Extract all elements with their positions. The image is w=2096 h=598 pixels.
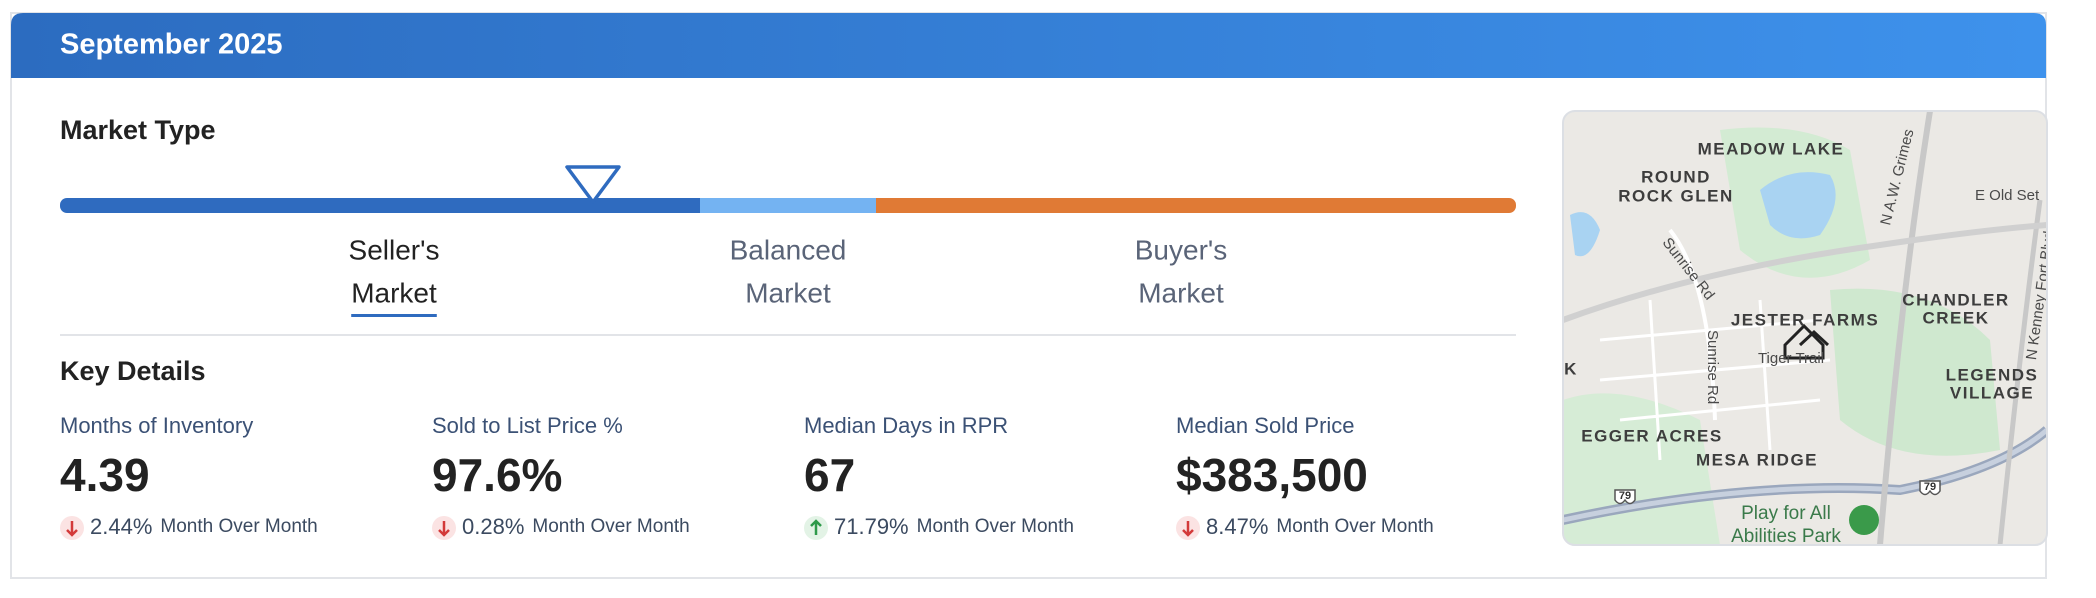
change-period: Month Over Month (1276, 516, 1433, 537)
map-label: ROUND (1641, 167, 1711, 186)
map-label: VILLAGE (1950, 383, 2034, 402)
header-title: September 2025 (60, 29, 282, 61)
change-period: Month Over Month (160, 516, 317, 537)
map-home-icon (1783, 323, 1830, 360)
map-park (1830, 288, 2000, 456)
map-road (1668, 228, 1717, 421)
change-value: 0.28% (462, 514, 524, 539)
map-label: K (1564, 359, 1578, 378)
metric-label: Months of Inventory (60, 413, 253, 438)
map-label: MESA RIDGE (1696, 450, 1818, 469)
scale-segment (680, 198, 700, 213)
map-shield (1919, 480, 1941, 496)
map-label: CHANDLER (1902, 290, 2009, 309)
market-indicator (565, 165, 621, 204)
change-value: 2.44% (90, 514, 152, 539)
change-value: 8.47% (1206, 514, 1268, 539)
map-road (1997, 199, 2043, 545)
map-label: CREEK (1922, 308, 1989, 327)
map-street (1599, 299, 1831, 461)
map-label: E Old Set (1975, 187, 2040, 204)
active-underline (351, 314, 437, 317)
metric-value: 67 (804, 449, 855, 501)
metric-value: 97.6% (432, 449, 562, 501)
map-lake (1760, 172, 1836, 239)
map-label: ROCK GLEN (1618, 186, 1734, 205)
map-label: MEADOW LAKE (1698, 139, 1845, 158)
map-label: Tiger Trail (1758, 350, 1824, 367)
map-label: Play for All (1741, 503, 1831, 524)
change-arrow (438, 521, 450, 537)
map-highway (1563, 428, 2047, 523)
scale-segment (700, 198, 876, 213)
section-title: Market Type (60, 115, 216, 145)
key-details: Months of Inventory 4.39 2.44% Month Over M… (60, 413, 1434, 540)
metric-value: 4.39 (60, 449, 150, 501)
metric-label: Median Sold Price (1176, 413, 1355, 438)
metric-label: Sold to List Price % (432, 413, 623, 438)
map-label: 79 (1619, 490, 1631, 502)
map: MEADOW LAKE ROUND ROCK GLEN CHANDLER CRE… (1563, 111, 2047, 547)
map-label: EGGER ACRES (1581, 426, 1723, 445)
scale-label: Market (351, 277, 437, 308)
map-label: JESTER FARMS (1731, 310, 1879, 329)
map-road (1563, 222, 2047, 323)
scale-label: Buyer's (1135, 234, 1228, 265)
section-title: Key Details (60, 356, 206, 386)
header-bar (11, 13, 2046, 78)
change-arrow (810, 519, 822, 535)
map-frame (1562, 110, 2048, 546)
change-period: Month Over Month (917, 516, 1074, 537)
scale-segment (876, 198, 1516, 213)
map-lake (1570, 212, 1600, 257)
change-arrow (1182, 521, 1194, 537)
scale-label: Seller's (349, 234, 440, 265)
scale-label: Balanced (730, 234, 847, 265)
market-scale: Seller's Market Balanced Market Buyer's Marke… (60, 198, 1516, 317)
scale-segment (60, 198, 700, 213)
map-label: 79 (1924, 481, 1936, 493)
metric-label: Median Days in RPR (804, 413, 1008, 438)
scale-label: Market (1138, 277, 1224, 308)
change-period: Month Over Month (532, 516, 689, 537)
map-label: Sunrise Rd (1704, 330, 1721, 404)
metric-value: $383,500 (1176, 449, 1368, 501)
map-shield (1614, 489, 1636, 505)
scale-label: Market (745, 277, 831, 308)
change-arrow (66, 521, 78, 537)
map-park-icon (1849, 505, 1879, 535)
map-label: Abilities Park (1731, 526, 1841, 547)
change-value: 71.79% (834, 514, 909, 539)
map-road (1877, 111, 1933, 545)
scale-segment (876, 198, 896, 213)
map-label: LEGENDS (1946, 365, 2039, 384)
